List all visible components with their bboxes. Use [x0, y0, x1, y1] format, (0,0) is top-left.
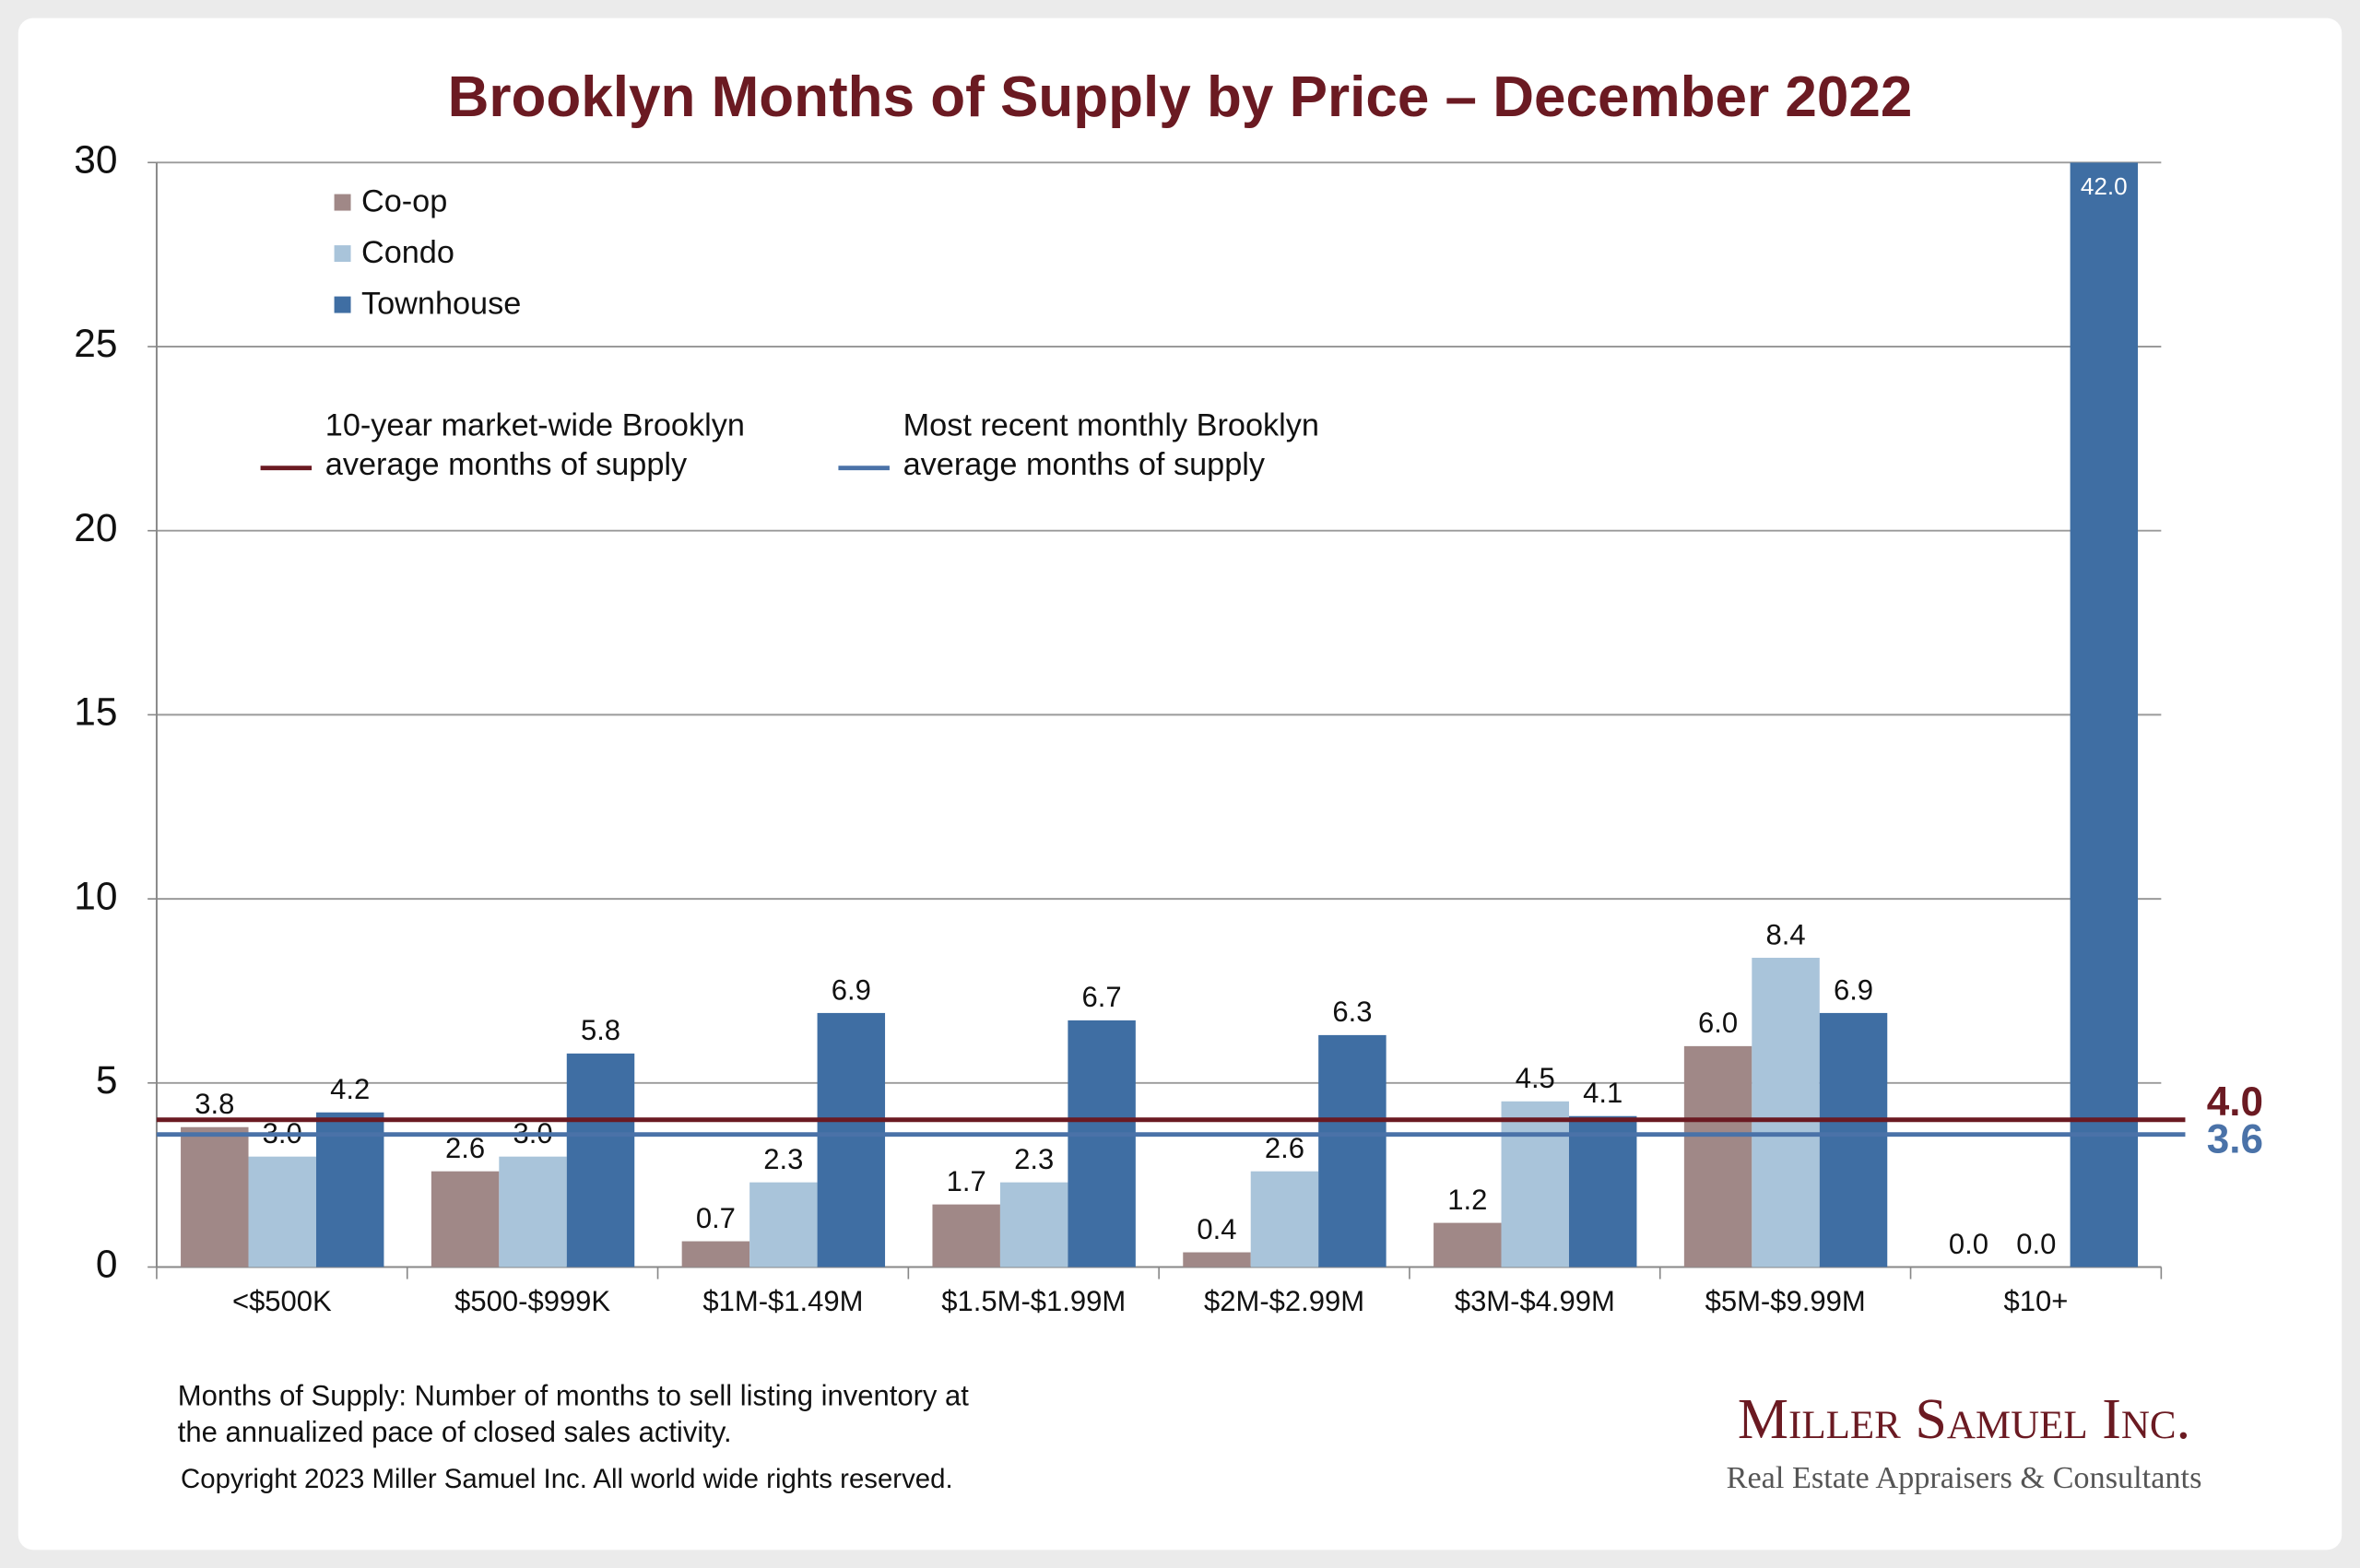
x-tick-label: $2M-$2.99M — [1204, 1285, 1364, 1317]
copyright: Copyright 2023 Miller Samuel Inc. All wo… — [181, 1464, 953, 1494]
value-label: 6.3 — [1332, 996, 1372, 1028]
value-label: 2.6 — [445, 1132, 485, 1164]
bar — [749, 1182, 818, 1267]
reference-value: 4.0 — [2207, 1079, 2263, 1125]
bar — [1819, 1012, 1888, 1267]
bar — [999, 1182, 1068, 1267]
y-tick-label: 0 — [96, 1243, 118, 1286]
x-tick-label: $1M-$1.49M — [702, 1285, 863, 1317]
bar — [817, 1012, 886, 1267]
legend-label: Co-op — [361, 183, 447, 218]
legend-swatch — [334, 296, 351, 313]
bar — [681, 1241, 750, 1267]
reference-legend-label: average months of supply — [903, 447, 1266, 482]
value-label: 6.7 — [1082, 981, 1122, 1013]
bar — [1501, 1101, 1569, 1267]
y-tick-label: 5 — [96, 1058, 118, 1102]
legend-label: Condo — [361, 235, 454, 270]
bar — [1183, 1252, 1251, 1267]
value-label: 2.3 — [763, 1143, 803, 1175]
legend-swatch — [334, 245, 351, 263]
x-tick-label: $1.5M-$1.99M — [941, 1285, 1126, 1317]
bar — [1568, 1115, 1637, 1267]
value-label: 4.5 — [1516, 1062, 1555, 1094]
x-tick-label: $5M-$9.99M — [1705, 1285, 1866, 1317]
chart-title: Brooklyn Months of Supply by Price – Dec… — [448, 65, 1913, 129]
reference-legend-label: average months of supply — [325, 447, 688, 482]
bar — [932, 1204, 1000, 1267]
value-label: 0.0 — [2016, 1228, 2056, 1260]
x-tick-label: <$500K — [232, 1285, 332, 1317]
bar — [248, 1156, 316, 1267]
legend-swatch — [334, 194, 351, 211]
value-label: 8.4 — [1766, 918, 1806, 950]
y-tick-label: 15 — [74, 690, 117, 734]
value-label: 6.9 — [1834, 973, 1873, 1006]
value-label: 6.9 — [832, 973, 871, 1006]
value-label: 1.7 — [947, 1165, 986, 1197]
bar — [181, 1126, 249, 1267]
bar — [2070, 162, 2139, 1267]
value-label: 4.1 — [1583, 1077, 1622, 1109]
value-label: 0.0 — [1949, 1228, 1988, 1260]
logo: Miller Samuel Inc. — [1738, 1388, 2190, 1451]
bar — [1752, 958, 1820, 1267]
reference-value: 3.6 — [2207, 1117, 2263, 1162]
value-label: 1.2 — [1447, 1184, 1487, 1216]
tagline: Real Estate Appraisers & Consultants — [1727, 1460, 2202, 1495]
footnote: Months of Supply: Number of months to se… — [178, 1380, 969, 1412]
value-label: 42.0 — [2081, 172, 2128, 200]
bar — [1434, 1222, 1502, 1267]
value-label: 5.8 — [581, 1014, 620, 1046]
bar — [1068, 1020, 1136, 1267]
y-tick-label: 10 — [74, 874, 117, 917]
value-label: 3.8 — [195, 1088, 234, 1120]
footnote: the annualized pace of closed sales acti… — [178, 1416, 732, 1448]
value-label: 4.2 — [330, 1073, 370, 1105]
x-tick-label: $3M-$4.99M — [1455, 1285, 1615, 1317]
value-label: 2.6 — [1265, 1132, 1304, 1164]
value-label: 6.0 — [1698, 1007, 1738, 1039]
x-tick-label: $500-$999K — [454, 1285, 610, 1317]
bar — [1683, 1045, 1752, 1267]
value-label: 0.4 — [1197, 1213, 1236, 1245]
y-tick-label: 20 — [74, 506, 117, 549]
y-tick-label: 25 — [74, 322, 117, 365]
bar — [1250, 1171, 1319, 1267]
reference-legend-label: 10-year market-wide Brooklyn — [325, 408, 745, 443]
bar — [431, 1171, 500, 1267]
reference-legend-label: Most recent monthly Brooklyn — [903, 408, 1319, 443]
legend-label: Townhouse — [361, 286, 521, 321]
x-tick-label: $10+ — [2004, 1285, 2069, 1317]
bar — [566, 1053, 635, 1267]
bar — [499, 1156, 567, 1267]
bar — [315, 1112, 384, 1267]
value-label: 0.7 — [696, 1202, 736, 1234]
plot-area — [181, 162, 2139, 1267]
bar — [1318, 1034, 1386, 1267]
y-tick-label: 30 — [74, 138, 117, 182]
value-label: 2.3 — [1014, 1143, 1054, 1175]
